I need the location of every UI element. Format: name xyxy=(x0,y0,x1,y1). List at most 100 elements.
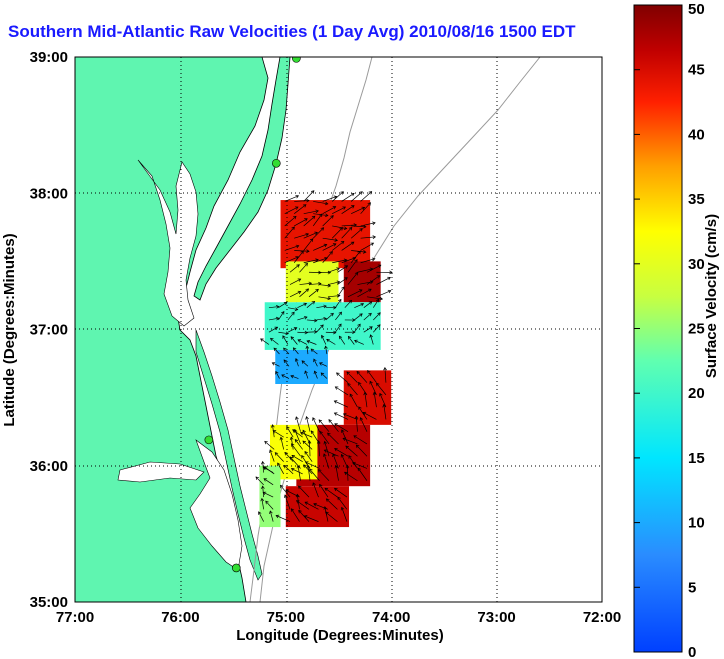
velocity-arrowhead xyxy=(313,370,318,375)
velocity-arrowhead xyxy=(362,250,367,254)
velocity-arrow xyxy=(304,370,309,379)
velocity-arrow xyxy=(347,289,363,298)
velocity-arrow xyxy=(347,383,358,396)
velocity-arrow xyxy=(299,263,308,273)
velocity-arrowhead xyxy=(341,429,345,433)
velocity-arrowhead xyxy=(269,337,274,342)
velocity-arrowhead xyxy=(305,345,310,349)
velocity-arrow xyxy=(312,417,320,432)
velocity-arrow xyxy=(367,370,377,383)
velocity-arrow xyxy=(337,286,345,297)
velocity-arrow xyxy=(292,429,303,438)
velocity-arrow xyxy=(350,228,363,239)
velocity-arrowhead xyxy=(379,392,383,397)
colorbar-tick-label: 50 xyxy=(688,1,705,18)
radar-station xyxy=(204,435,214,445)
velocity-arrow xyxy=(341,257,356,264)
velocity-arrowhead xyxy=(344,277,348,281)
velocity-arrow xyxy=(325,346,328,355)
velocity-arrow xyxy=(283,359,290,367)
velocity-arrow xyxy=(360,242,374,251)
velocity-arrow xyxy=(327,281,340,285)
velocity-arrow xyxy=(331,227,343,239)
velocity-arrowhead xyxy=(295,194,300,199)
velocity-arrow xyxy=(290,375,299,379)
x-axis-label: Longitude (Degrees:Minutes) xyxy=(236,627,444,644)
velocity-arrowhead xyxy=(285,489,289,493)
velocity-arrow xyxy=(321,335,327,345)
velocity-arrow xyxy=(363,313,372,321)
velocity-arrowhead xyxy=(368,288,372,293)
velocity-arrowhead xyxy=(305,416,309,420)
velocity-arrowhead xyxy=(282,335,286,339)
velocity-arrowhead xyxy=(367,369,371,374)
velocity-arrow xyxy=(318,296,331,300)
velocity-arrow xyxy=(294,204,307,214)
velocity-arrowhead xyxy=(265,500,269,505)
velocity-arrowhead xyxy=(295,416,299,420)
velocity-arrowhead xyxy=(327,270,332,275)
velocity-arrowhead xyxy=(283,359,288,363)
velocity-arrow xyxy=(366,275,380,285)
velocity-arrow xyxy=(360,236,376,239)
velocity-arrow xyxy=(334,400,349,408)
velocity-arrow xyxy=(353,435,368,445)
velocity-arrow xyxy=(332,225,347,229)
velocity-arrowhead xyxy=(319,430,323,435)
radar-station xyxy=(292,57,301,63)
velocity-arrowhead xyxy=(334,238,339,242)
velocity-arrow xyxy=(366,296,383,300)
velocity-arrowhead xyxy=(324,345,328,350)
velocity-arrow xyxy=(302,440,313,450)
velocity-arrow xyxy=(322,243,337,251)
velocity-arrow xyxy=(325,313,334,321)
velocity-arrowhead xyxy=(338,335,343,340)
velocity-arrowhead xyxy=(333,400,338,404)
velocity-arrowhead xyxy=(273,347,278,352)
velocity-arrowhead xyxy=(340,453,345,458)
velocity-arrow xyxy=(289,264,300,273)
velocity-arrowhead xyxy=(297,290,302,295)
velocity-arrow xyxy=(269,449,275,462)
x-tick-label: 76:00 xyxy=(161,609,199,626)
velocity-arrowhead xyxy=(298,509,302,514)
velocity-arrow xyxy=(312,482,319,498)
velocity-arrowhead xyxy=(324,487,329,492)
velocity-arrowhead xyxy=(311,300,316,305)
velocity-arrowhead xyxy=(307,440,312,444)
velocity-arrowhead xyxy=(294,307,299,311)
velocity-arrowhead xyxy=(375,298,380,303)
velocity-arrowhead xyxy=(340,240,345,245)
velocity-arrowhead xyxy=(354,415,359,420)
y-tick-label: 35:00 xyxy=(30,594,68,611)
velocity-arrow xyxy=(347,272,359,285)
velocity-arrowhead xyxy=(311,215,316,220)
velocity-arrowhead xyxy=(313,502,317,507)
velocity-arrow xyxy=(360,417,368,432)
velocity-arrowhead xyxy=(270,424,275,428)
velocity-arrow xyxy=(278,311,285,321)
velocity-arrowhead xyxy=(333,412,338,416)
velocity-arrow xyxy=(293,347,299,355)
velocity-arrowhead xyxy=(255,476,259,480)
velocity-arrowhead xyxy=(283,464,288,469)
velocity-arrow xyxy=(358,382,368,396)
velocity-arrow xyxy=(312,227,324,239)
velocity-arrow xyxy=(274,452,284,462)
velocity-arrow xyxy=(322,251,333,263)
velocity-arrow xyxy=(316,318,327,321)
velocity-arrow xyxy=(268,317,279,321)
velocity-arrow xyxy=(341,227,353,239)
velocity-field xyxy=(259,200,392,528)
velocity-arrowhead xyxy=(274,452,279,456)
velocity-arrowhead xyxy=(295,493,300,498)
chesapeake-bay xyxy=(137,159,199,327)
velocity-arrow xyxy=(354,303,364,309)
velocity-arrowhead xyxy=(347,335,352,340)
velocity-arrowhead xyxy=(281,311,285,315)
velocity-arrowhead xyxy=(351,205,355,209)
velocity-arrow xyxy=(318,469,330,481)
velocity-arrow xyxy=(335,323,342,333)
velocity-arrow xyxy=(298,485,310,498)
velocity-arrowhead xyxy=(305,288,310,292)
